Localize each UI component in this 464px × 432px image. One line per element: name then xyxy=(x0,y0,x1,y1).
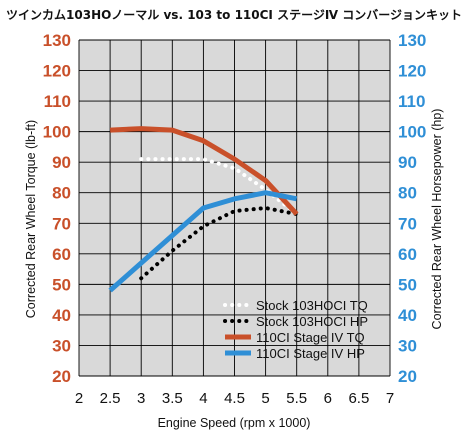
grid xyxy=(78,39,391,377)
y-right-tick-label: 40 xyxy=(398,306,417,325)
x-tick-label: 3.5 xyxy=(162,390,183,407)
y-left-tick-label: 50 xyxy=(52,275,71,294)
y-right-tick-label: 30 xyxy=(398,336,417,355)
x-axis-ticks: 2 2.5 3 3.5 4 4.5 5 5.5 6 6.5 7 xyxy=(75,390,394,407)
series-line-3 xyxy=(109,126,299,216)
y-right-tick-label: 120 xyxy=(398,62,426,81)
x-tick-label: 2 xyxy=(75,390,83,407)
series-line-4 xyxy=(108,190,298,293)
y-right-tick-label: 50 xyxy=(398,275,417,294)
legend-label-2: Stock 103HOCI HP xyxy=(256,314,368,329)
series-line-2 xyxy=(139,206,299,281)
y-left-tick-label: 120 xyxy=(43,62,71,81)
y-left-tick-label: 110 xyxy=(44,92,71,111)
x-tick-label: 5.5 xyxy=(286,390,307,407)
x-tick-label: 3 xyxy=(137,390,145,407)
y-left-tick-label: 60 xyxy=(52,245,71,264)
y-left-tick-label: 90 xyxy=(52,153,71,172)
y-left-tick-label: 130 xyxy=(43,31,71,50)
legend-label-4: 110CI Stage IV HP xyxy=(256,346,365,361)
y-right-tick-label: 80 xyxy=(398,184,417,203)
y-right-tick-label: 110 xyxy=(398,92,425,111)
x-tick-label: 2.5 xyxy=(100,390,121,407)
legend-label-1: Stock 103HOCI TQ xyxy=(256,298,368,313)
x-tick-label: 6 xyxy=(324,390,332,407)
x-tick-label: 6.5 xyxy=(348,390,369,407)
y-right-tick-label: 90 xyxy=(398,153,417,172)
y-right-tick-label: 20 xyxy=(398,367,417,386)
series-line-1 xyxy=(139,157,299,217)
y-left-tick-label: 80 xyxy=(52,184,71,203)
y-left-tick-label: 30 xyxy=(52,336,71,355)
y-left-tick-label: 100 xyxy=(43,123,71,142)
x-tick-label: 4.5 xyxy=(224,390,245,407)
y-axis-left-ticks: 20 30 40 50 60 70 80 90 100 110 120 130 xyxy=(43,31,71,386)
chart-title: ツインカム103HOノーマル vs. 103 to 110CI ステージⅣ コン… xyxy=(6,8,462,22)
y-right-tick-label: 60 xyxy=(398,245,417,264)
y-left-tick-label: 40 xyxy=(52,306,71,325)
y-axis-left-label: Corrected Rear Wheel Torque (lb-ft) xyxy=(24,120,38,318)
y-axis-right-ticks: 20 30 40 50 60 70 80 90 100 110 120 130 xyxy=(398,31,426,386)
x-tick-label: 4 xyxy=(199,390,207,407)
y-right-tick-label: 130 xyxy=(398,31,426,50)
y-right-tick-label: 100 xyxy=(398,123,426,142)
y-right-tick-label: 70 xyxy=(398,214,417,233)
x-tick-label: 7 xyxy=(386,390,394,407)
legend-label-3: 110CI Stage IV TQ xyxy=(256,330,365,345)
series-group xyxy=(108,126,299,293)
x-axis-label: Engine Speed (rpm x 1000) xyxy=(158,416,311,430)
y-left-tick-label: 70 xyxy=(52,214,71,233)
y-left-tick-label: 20 xyxy=(52,367,71,386)
x-tick-label: 5 xyxy=(261,390,269,407)
y-axis-right-label: Corrected Rear Wheel Horsepower (hp) xyxy=(430,109,444,330)
